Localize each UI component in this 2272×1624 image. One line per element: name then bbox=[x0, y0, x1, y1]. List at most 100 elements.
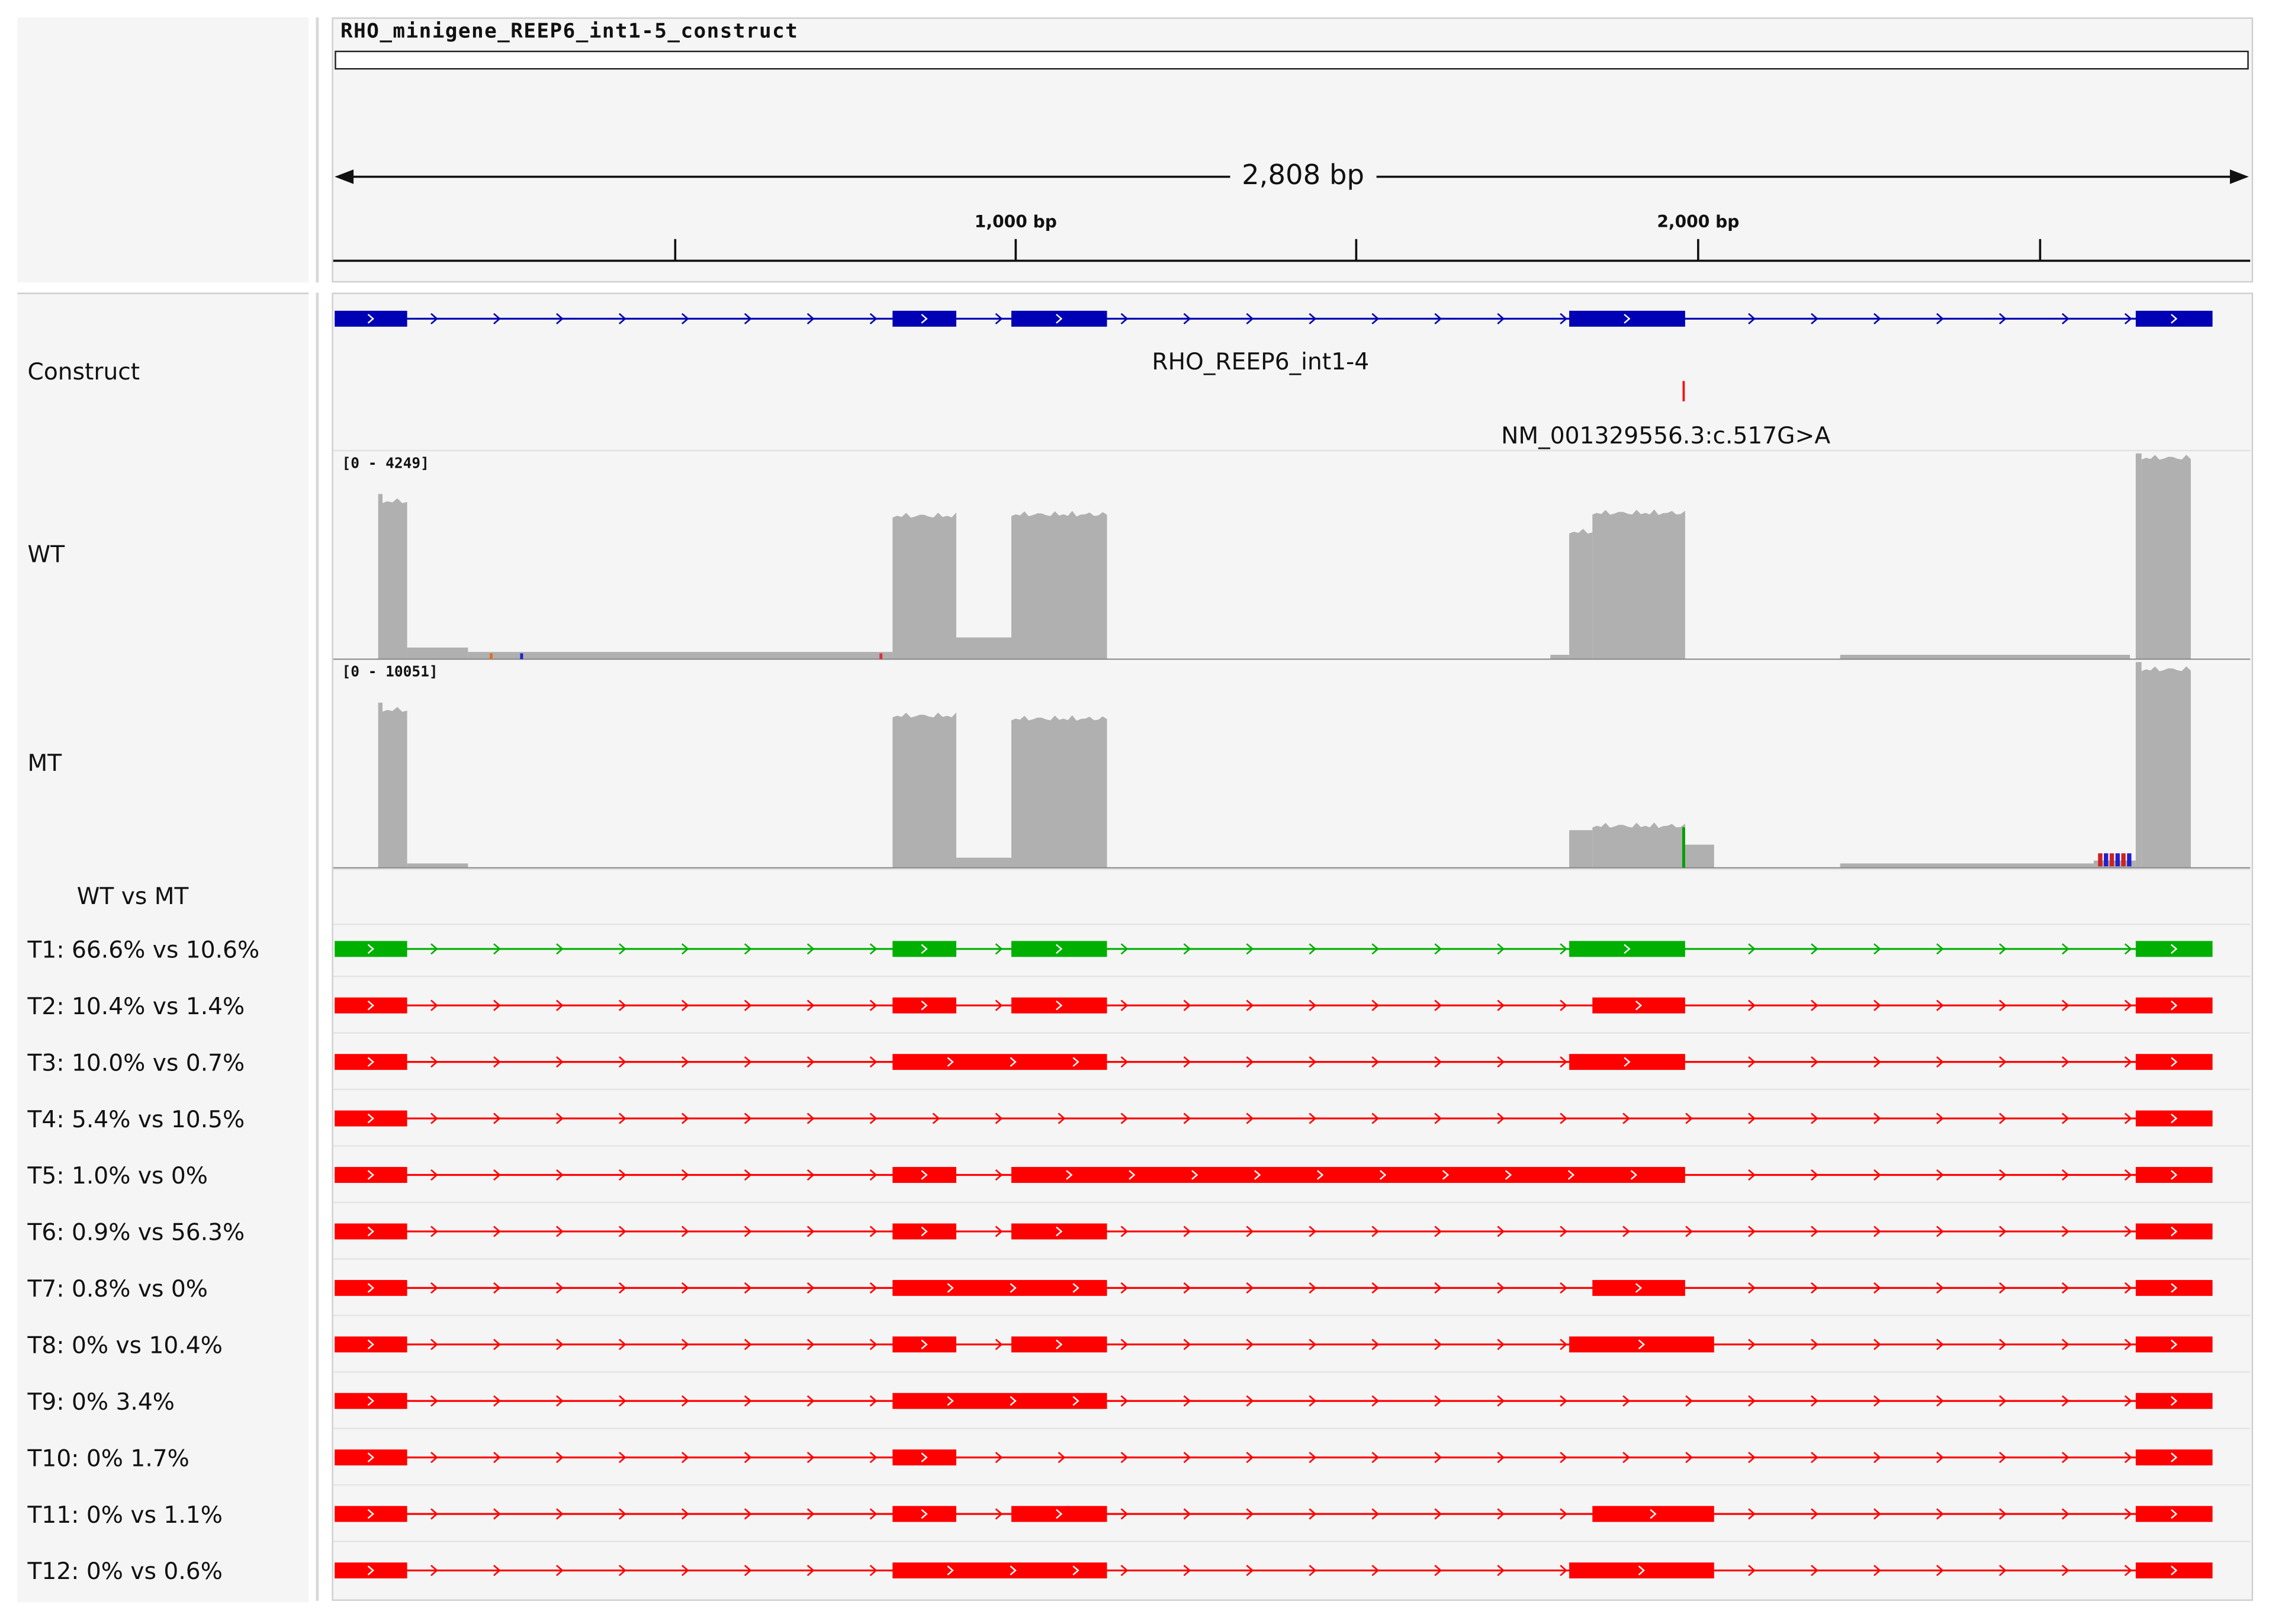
transcript-label[interactable]: T1: 66.6% vs 10.6% bbox=[27, 935, 260, 964]
transcript-track[interactable] bbox=[335, 1223, 2213, 1240]
strand-chevron-icon bbox=[744, 1564, 752, 1577]
exon-block[interactable] bbox=[2135, 1393, 2213, 1409]
transcript-track[interactable] bbox=[335, 997, 2213, 1014]
exon-block[interactable] bbox=[892, 1506, 957, 1522]
transcript-label[interactable]: T12: 0% vs 0.6% bbox=[27, 1557, 223, 1586]
strand-chevron-icon bbox=[744, 1508, 752, 1520]
transcript-tracks[interactable] bbox=[333, 941, 2251, 1579]
exon-block[interactable] bbox=[1569, 310, 1685, 327]
transcript-label[interactable]: T5: 1.0% vs 0% bbox=[27, 1162, 208, 1189]
exon-block[interactable] bbox=[892, 1054, 1107, 1070]
transcript-track[interactable] bbox=[335, 1449, 2213, 1466]
exon-block[interactable] bbox=[335, 1054, 407, 1070]
exon-block[interactable] bbox=[1569, 1054, 1685, 1070]
transcript-track[interactable] bbox=[335, 1110, 2213, 1127]
exon-block[interactable] bbox=[2135, 1506, 2213, 1522]
exon-block[interactable] bbox=[1011, 1167, 1685, 1183]
exon-block[interactable] bbox=[2135, 997, 2213, 1014]
exon-block[interactable] bbox=[335, 310, 407, 327]
exon-block[interactable] bbox=[1569, 941, 1685, 957]
exon-block[interactable] bbox=[2135, 1167, 2213, 1183]
strand-chevron-icon bbox=[869, 1282, 878, 1294]
exon-block[interactable] bbox=[335, 997, 407, 1014]
strand-chevron-icon bbox=[1497, 1395, 1505, 1407]
track-label-mt[interactable]: MT bbox=[27, 749, 62, 777]
track-label-wt[interactable]: WT bbox=[27, 540, 65, 568]
exon-block[interactable] bbox=[892, 1223, 957, 1240]
exon-block[interactable] bbox=[892, 1562, 1107, 1579]
transcript-label[interactable]: T6: 0.9% vs 56.3% bbox=[27, 1218, 245, 1246]
transcript-track[interactable] bbox=[335, 1054, 2213, 1070]
exon-block[interactable] bbox=[892, 1393, 1107, 1409]
exon-block[interactable] bbox=[892, 997, 957, 1014]
exon-block[interactable] bbox=[335, 1279, 407, 1296]
exon-block[interactable] bbox=[2135, 941, 2213, 957]
transcript-label[interactable]: T11: 0% vs 1.1% bbox=[27, 1501, 223, 1529]
exon-block[interactable] bbox=[2135, 1223, 2213, 1240]
exon-block[interactable] bbox=[1011, 1223, 1107, 1240]
transcript-track[interactable] bbox=[335, 1562, 2213, 1579]
strand-chevron-icon bbox=[1873, 999, 1881, 1011]
track-separators bbox=[333, 449, 2251, 925]
exon-block[interactable] bbox=[1011, 1336, 1107, 1353]
strand-chevron-icon bbox=[921, 1170, 928, 1180]
exon-block[interactable] bbox=[1592, 997, 1685, 1014]
exon-block[interactable] bbox=[335, 1393, 407, 1409]
exon-block[interactable] bbox=[2135, 1054, 2213, 1070]
exon-block[interactable] bbox=[335, 1562, 407, 1579]
exon-block[interactable] bbox=[892, 1449, 957, 1466]
panel-divider[interactable] bbox=[316, 292, 319, 1601]
mismatch-mark bbox=[520, 653, 523, 660]
transcript-track[interactable] bbox=[335, 1393, 2213, 1409]
exon-block[interactable] bbox=[892, 1336, 957, 1353]
exon-block[interactable] bbox=[335, 1506, 407, 1522]
exon-block[interactable] bbox=[2135, 1449, 2213, 1466]
exon-block[interactable] bbox=[1011, 1506, 1107, 1522]
coverage-bar bbox=[2141, 666, 2191, 868]
panel-divider[interactable] bbox=[316, 17, 319, 283]
transcript-label[interactable]: T9: 0% 3.4% bbox=[27, 1388, 175, 1416]
exon-block[interactable] bbox=[1592, 1279, 1685, 1296]
transcript-label[interactable]: T3: 10.0% vs 0.7% bbox=[27, 1049, 245, 1077]
exon-block[interactable] bbox=[2135, 1336, 2213, 1353]
transcript-label[interactable]: T8: 0% vs 10.4% bbox=[27, 1331, 223, 1359]
exon-block[interactable] bbox=[1011, 997, 1107, 1014]
exon-block[interactable] bbox=[1569, 1562, 1714, 1579]
transcript-track[interactable] bbox=[335, 941, 2213, 957]
exon-block[interactable] bbox=[335, 941, 407, 957]
wt-coverage-track[interactable] bbox=[333, 453, 2251, 660]
transcript-label[interactable]: T10: 0% 1.7% bbox=[27, 1444, 189, 1472]
strand-chevron-icon bbox=[806, 999, 815, 1011]
exon-block[interactable] bbox=[335, 1110, 407, 1127]
exon-block[interactable] bbox=[2135, 1110, 2213, 1127]
strand-chevron-icon bbox=[1497, 1564, 1505, 1577]
chromosome-ideogram[interactable] bbox=[335, 50, 2249, 70]
transcript-label[interactable]: T7: 0.8% vs 0% bbox=[27, 1275, 208, 1303]
transcript-track[interactable] bbox=[335, 1167, 2213, 1183]
exon-block[interactable] bbox=[2135, 1562, 2213, 1579]
exon-block[interactable] bbox=[1569, 1336, 1714, 1353]
exon-block[interactable] bbox=[335, 1336, 407, 1353]
exon-block[interactable] bbox=[1011, 941, 1107, 957]
strand-chevron-icon bbox=[1998, 1112, 2007, 1124]
transcript-label[interactable]: T2: 10.4% vs 1.4% bbox=[27, 992, 245, 1020]
transcript-track[interactable] bbox=[335, 1336, 2213, 1353]
exon-block[interactable] bbox=[2135, 1279, 2213, 1296]
exon-block[interactable] bbox=[335, 1223, 407, 1240]
exon-block[interactable] bbox=[1011, 310, 1107, 327]
exon-block[interactable] bbox=[1592, 1506, 1714, 1522]
transcript-track[interactable] bbox=[335, 1279, 2213, 1296]
construct-feature[interactable] bbox=[335, 310, 2213, 327]
exon-block[interactable] bbox=[2135, 310, 2213, 327]
exon-block[interactable] bbox=[892, 1279, 1107, 1296]
exon-block[interactable] bbox=[892, 941, 957, 957]
transcript-track[interactable] bbox=[335, 1506, 2213, 1522]
mt-coverage-track[interactable] bbox=[333, 662, 2251, 869]
exon-block[interactable] bbox=[335, 1167, 407, 1183]
transcript-label[interactable]: T4: 5.4% vs 10.5% bbox=[27, 1105, 245, 1133]
exon-block[interactable] bbox=[335, 1449, 407, 1466]
track-label-construct[interactable]: Construct bbox=[27, 358, 140, 385]
exon-block[interactable] bbox=[892, 1167, 957, 1183]
data-panel[interactable] bbox=[332, 292, 2254, 1601]
exon-block[interactable] bbox=[892, 310, 957, 327]
